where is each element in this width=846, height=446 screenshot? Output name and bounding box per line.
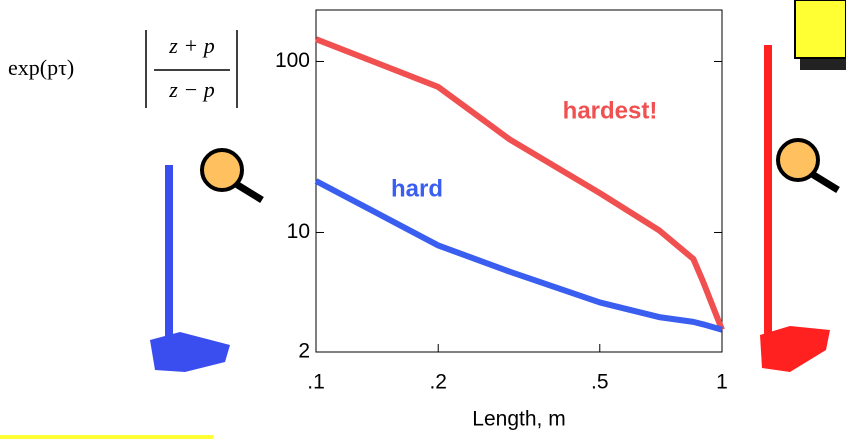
series-line: [316, 181, 722, 330]
series-line: [316, 39, 722, 330]
x-tick-label: .5: [591, 371, 609, 394]
y-tick-label: 10: [287, 220, 310, 243]
x-tick-label: .1: [307, 371, 325, 394]
y-tick-label: 100: [275, 49, 310, 72]
series-label: hardest!: [563, 97, 658, 124]
series-label: hard: [391, 175, 443, 202]
magnifier-left: [202, 150, 262, 200]
blue-pole: [150, 165, 230, 372]
x-tick-label: 1: [716, 371, 728, 394]
x-tick-label: .2: [429, 371, 447, 394]
y-tick-label: 2: [298, 340, 310, 363]
yellow-box: [795, 0, 846, 58]
magnifier-right: [778, 140, 838, 190]
chart: exp(pτ) z + p z − p Length, m 2 10 100 .1 .2…: [0, 0, 846, 441]
ylabel-numerator: z + p: [168, 33, 214, 58]
x-axis-label: Length, m: [472, 408, 565, 431]
ylabel-prefix: exp(pτ): [8, 55, 74, 80]
red-pole: [760, 45, 830, 372]
ylabel-denominator: z − p: [168, 77, 214, 102]
